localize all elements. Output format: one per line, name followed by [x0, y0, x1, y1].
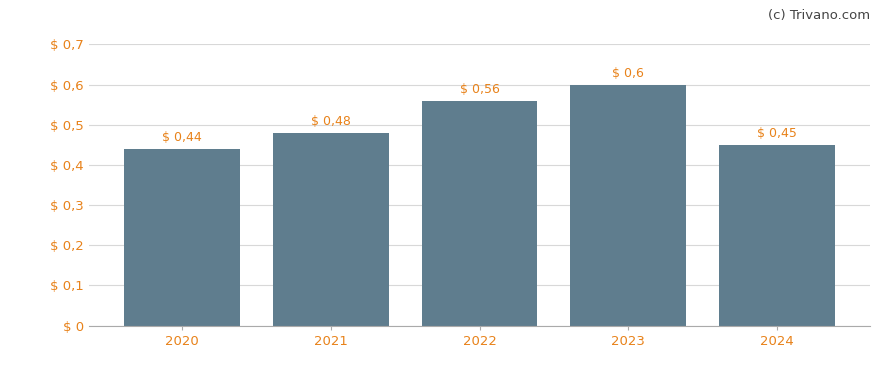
Bar [124, 149, 241, 326]
Text: $ 0,45: $ 0,45 [757, 127, 797, 140]
Text: $ 0,44: $ 0,44 [163, 131, 202, 144]
Text: $ 0,48: $ 0,48 [311, 115, 351, 128]
Bar [570, 85, 686, 326]
Text: $ 0,56: $ 0,56 [460, 83, 499, 96]
Text: $ 0,6: $ 0,6 [612, 67, 644, 80]
Bar [273, 133, 389, 326]
Text: (c) Trivano.com: (c) Trivano.com [768, 9, 870, 22]
Bar [718, 145, 835, 326]
Bar [422, 101, 537, 326]
